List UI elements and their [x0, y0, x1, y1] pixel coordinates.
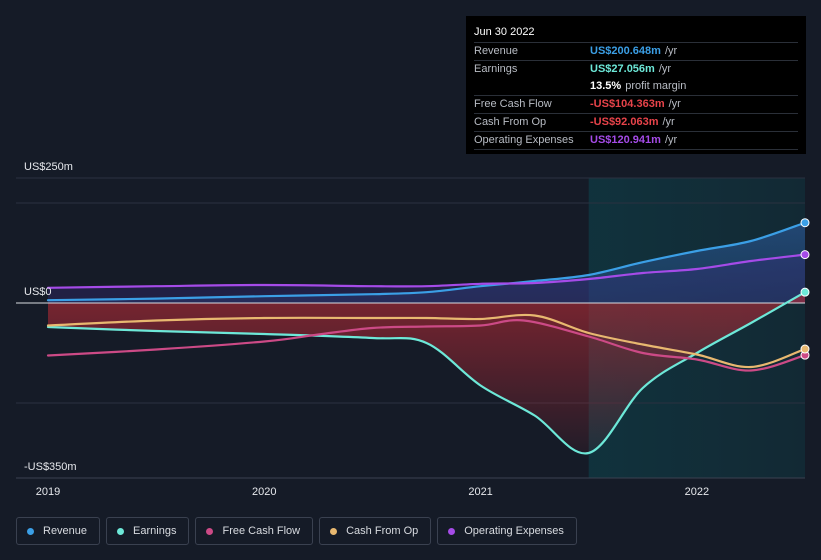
- legend-label: Cash From Op: [346, 525, 419, 537]
- tooltip-unit: /yr: [658, 63, 672, 75]
- tooltip-row-margin: 13.5% profit margin: [474, 78, 798, 95]
- tooltip-row-free-cash-flow: Free Cash Flow -US$104.363m /yr: [474, 95, 798, 113]
- tooltip-unit: /yr: [664, 45, 678, 57]
- tooltip-unit: /yr: [662, 116, 675, 128]
- x-tick-2020: 2020: [252, 486, 276, 498]
- legend-label: Earnings: [133, 525, 177, 537]
- x-tick-2022: 2022: [685, 486, 709, 498]
- legend-item-earnings[interactable]: Earnings: [106, 517, 190, 545]
- cash-from-op-end-marker[interactable]: [800, 344, 810, 354]
- tooltip-value: -US$92.063m: [590, 116, 659, 128]
- legend-label: Free Cash Flow: [222, 525, 301, 537]
- earnings-end-marker[interactable]: [800, 287, 810, 297]
- y-label-zero: US$0: [24, 286, 52, 298]
- legend-dot-icon: [206, 527, 214, 535]
- tooltip-label: Free Cash Flow: [474, 98, 552, 110]
- tooltip-value: -US$104.363m: [590, 98, 665, 110]
- tooltip-unit: /yr: [668, 98, 681, 110]
- revenue-area: [48, 222, 805, 303]
- operating-expenses-end-marker[interactable]: [800, 250, 810, 260]
- free-cash-flow-line: [46, 319, 807, 372]
- legend: Revenue Earnings Free Cash Flow Cash Fro…: [16, 517, 577, 545]
- legend-item-cash-from-op[interactable]: Cash From Op: [319, 517, 432, 545]
- tooltip-label: [474, 78, 590, 95]
- legend-dot-icon: [448, 527, 456, 535]
- revenue-line: [46, 221, 807, 302]
- legend-item-revenue[interactable]: Revenue: [16, 517, 101, 545]
- tooltip-unit: /yr: [664, 134, 678, 146]
- tooltip-value: US$27.056m: [590, 63, 655, 75]
- legend-label: Operating Expenses: [464, 525, 564, 537]
- operating-expenses-area: [48, 254, 805, 303]
- earnings-line: [46, 291, 807, 455]
- tooltip-unit: profit margin: [625, 80, 687, 92]
- legend-dot-icon: [27, 527, 34, 535]
- legend-dot-icon: [117, 527, 125, 535]
- tooltip-value: US$200.648m: [590, 45, 661, 57]
- tooltip-row-cash-from-op: Cash From Op -US$92.063m /yr: [474, 113, 798, 131]
- tooltip-row-earnings: Earnings US$27.056m /yr: [474, 60, 798, 78]
- tooltip-label: Operating Expenses: [474, 134, 574, 146]
- tooltip-value: US$120.941m: [590, 134, 661, 146]
- legend-item-operating-expenses[interactable]: Operating Expenses: [437, 517, 577, 545]
- tooltip-label: Cash From Op: [474, 116, 547, 128]
- tooltip-row-operating-expenses: Operating Expenses US$120.941m /yr: [474, 131, 798, 150]
- tooltip-row-revenue: Revenue US$200.648m /yr: [474, 42, 798, 60]
- cash-from-op-line: [46, 313, 807, 369]
- tooltip: Jun 30 2022 Revenue US$200.648m /yr Earn…: [466, 16, 806, 154]
- tooltip-value: 13.5%: [590, 80, 622, 92]
- x-tick-2021: 2021: [468, 486, 492, 498]
- legend-label: Revenue: [43, 525, 88, 537]
- legend-item-free-cash-flow[interactable]: Free Cash Flow: [195, 517, 314, 545]
- tooltip-date: Jun 30 2022: [474, 26, 535, 38]
- x-tick-2019: 2019: [36, 486, 60, 498]
- legend-dot-icon: [330, 527, 338, 535]
- y-label-bottom: -US$350m: [24, 461, 77, 473]
- tooltip-label: Earnings: [474, 63, 518, 75]
- tooltip-label: Revenue: [474, 45, 519, 57]
- y-label-top: US$250m: [24, 161, 73, 173]
- revenue-end-marker[interactable]: [800, 218, 810, 228]
- operating-expenses-line: [46, 253, 807, 289]
